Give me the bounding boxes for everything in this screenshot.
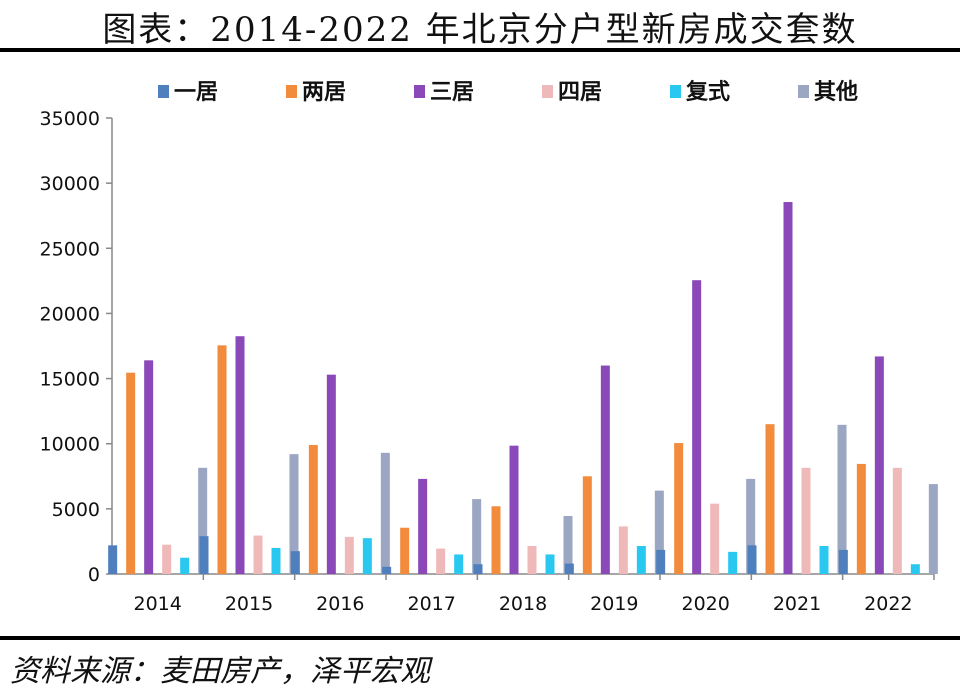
bar	[600, 365, 610, 574]
bar	[180, 557, 190, 574]
x-tick-label: 2020	[681, 593, 729, 615]
bar	[582, 476, 592, 574]
x-tick-label: 2015	[225, 593, 273, 615]
bar	[746, 478, 756, 574]
bar	[636, 545, 646, 574]
bottom-rule	[0, 636, 960, 640]
bar	[472, 499, 482, 574]
bar	[837, 424, 847, 574]
bar	[362, 538, 372, 574]
chart-title: 图表：2014-2022 年北京分户型新房成交套数	[102, 10, 858, 50]
legend-label: 四居	[558, 79, 602, 105]
x-tick-label: 2019	[590, 593, 638, 615]
x-tick-label: 2018	[499, 593, 547, 615]
top-rule	[0, 48, 960, 52]
bar	[819, 545, 829, 574]
bar	[326, 374, 336, 574]
bar	[217, 345, 227, 574]
bar	[199, 536, 209, 574]
bar	[527, 545, 537, 574]
legend-label: 其他	[814, 79, 858, 105]
y-tick-label: 25000	[40, 238, 100, 260]
bar	[509, 445, 519, 574]
bar	[108, 545, 118, 574]
legend-label: 三居	[430, 79, 474, 105]
bar	[126, 372, 136, 574]
bar	[382, 566, 392, 574]
bar	[400, 527, 410, 574]
legend-swatch	[414, 85, 425, 98]
y-tick-label: 5000	[52, 499, 100, 521]
bar	[928, 484, 938, 574]
y-tick-label: 10000	[40, 434, 100, 456]
x-tick-label: 2021	[773, 593, 821, 615]
legend-swatch	[798, 85, 809, 98]
bar	[473, 564, 483, 574]
bar	[892, 467, 902, 574]
x-tick-label: 2017	[407, 593, 455, 615]
legend-label: 一居	[174, 79, 218, 105]
legend-swatch	[158, 85, 169, 98]
bar	[418, 478, 428, 574]
x-tick-label: 2022	[864, 593, 912, 615]
legend-swatch	[286, 85, 297, 98]
y-tick-label: 15000	[40, 369, 100, 391]
bar	[654, 490, 664, 574]
y-tick-label: 35000	[40, 108, 100, 130]
bar	[856, 463, 866, 574]
legend-label: 两居	[302, 79, 346, 105]
x-tick-label: 2014	[133, 593, 181, 615]
bar	[656, 549, 666, 574]
source-note: 资料来源：麦田房产，泽平宏观	[10, 654, 430, 689]
bar	[308, 445, 318, 574]
bar	[380, 452, 390, 574]
bar	[765, 424, 775, 574]
bar	[618, 526, 628, 574]
legend-label: 复式	[685, 79, 730, 105]
bar	[289, 454, 299, 574]
bar	[454, 554, 464, 574]
bar	[910, 564, 920, 574]
bar	[710, 503, 720, 574]
bar	[235, 336, 245, 574]
x-tick-label: 2016	[316, 593, 364, 615]
bar	[563, 516, 573, 574]
bar	[144, 360, 154, 574]
bar	[838, 549, 848, 574]
bar	[290, 551, 300, 574]
y-tick-label: 20000	[40, 303, 100, 325]
bar	[783, 202, 793, 574]
bar	[874, 356, 884, 574]
bar	[728, 551, 738, 574]
bar	[344, 536, 354, 574]
bar	[564, 563, 574, 574]
bar	[436, 548, 446, 574]
bar	[674, 443, 684, 574]
bar	[801, 467, 811, 574]
bar	[747, 545, 757, 574]
bar	[545, 554, 555, 574]
bar	[692, 280, 702, 574]
bar	[491, 506, 501, 574]
bar	[162, 544, 172, 574]
bar	[198, 467, 208, 574]
bar	[253, 535, 263, 574]
legend-swatch	[670, 85, 681, 98]
legend-swatch	[542, 85, 553, 98]
bar	[271, 547, 281, 574]
y-tick-label: 0	[88, 564, 100, 586]
y-tick-label: 30000	[40, 173, 100, 195]
